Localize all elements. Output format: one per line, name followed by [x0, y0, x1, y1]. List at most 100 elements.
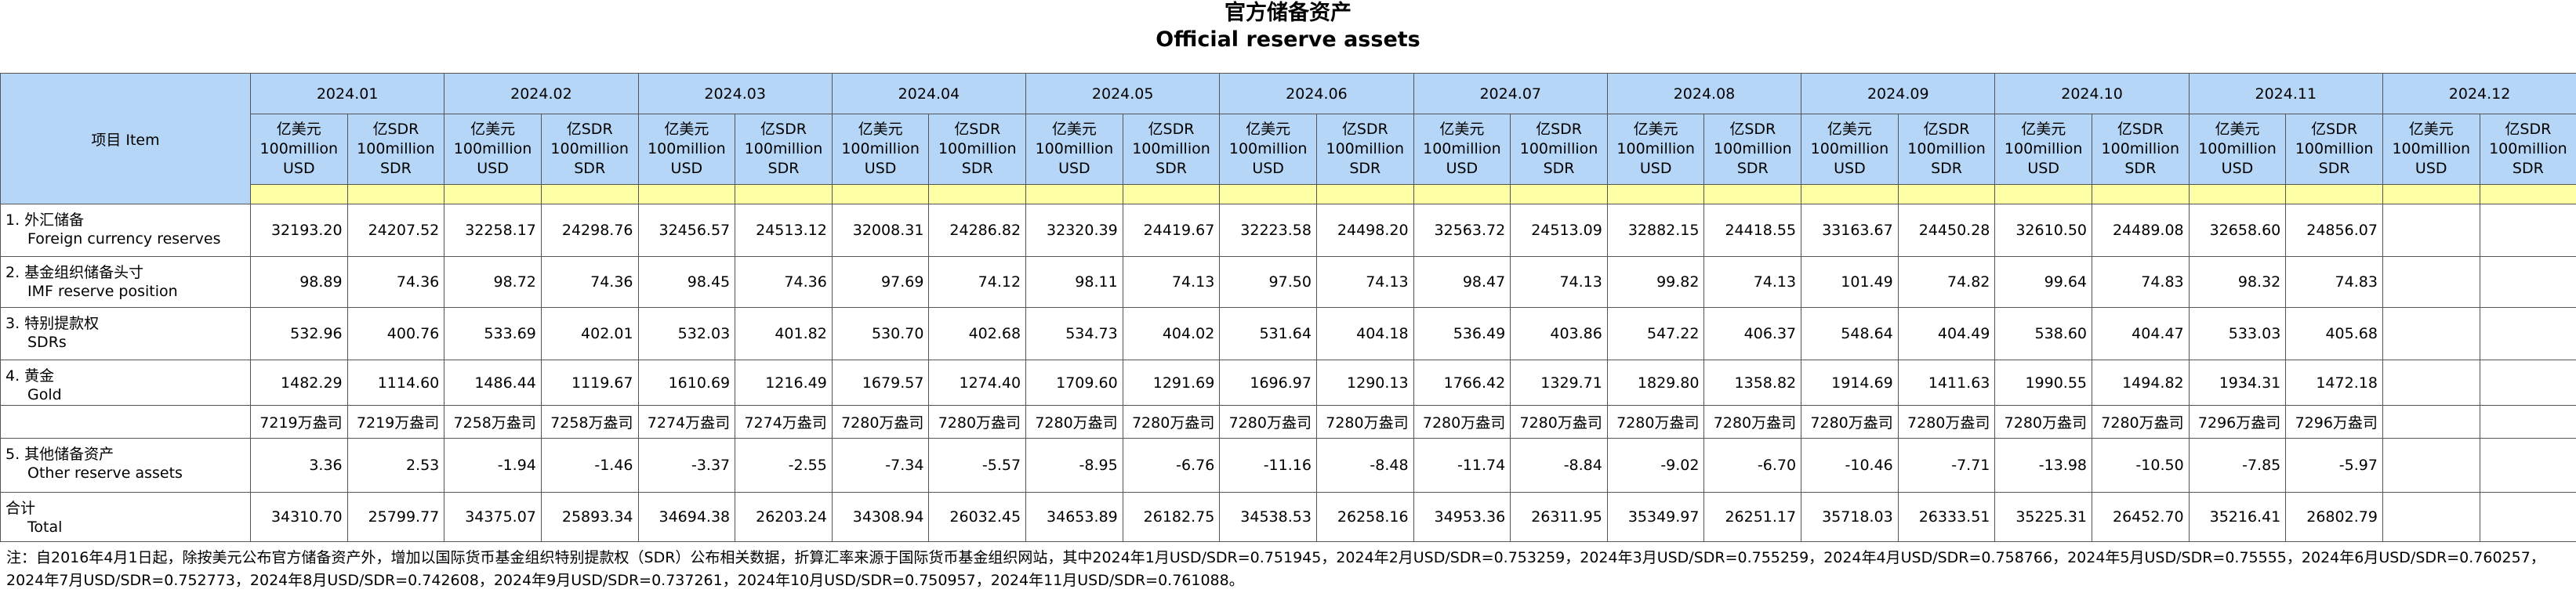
unit-line: 亿SDR: [1148, 121, 1195, 138]
value-cell: 1216.49: [735, 360, 833, 406]
unit-line: SDR: [767, 160, 800, 177]
value-cell: 7280万盎司: [1315, 405, 1414, 439]
spacer-cell: [1413, 184, 1511, 204]
unit-line: 100million: [2295, 140, 2374, 157]
value-cell: 26251.17: [1703, 492, 1802, 542]
value-cell: 97.50: [1219, 256, 1317, 308]
value-cell: 98.32: [2188, 256, 2287, 308]
value-cell: [2382, 360, 2480, 406]
value-cell: [2479, 438, 2576, 493]
unit-line: 亿SDR: [1729, 121, 1776, 138]
unit-line: SDR: [1156, 160, 1187, 177]
unit-line: USD: [283, 160, 315, 177]
value-cell: 98.45: [637, 256, 736, 308]
unit-line: SDR: [1931, 160, 1963, 177]
unit-header: 亿SDR 100million SDR: [1510, 114, 1608, 185]
spacer-row: [1, 184, 2576, 204]
value-cell: 403.86: [1510, 307, 1608, 360]
value-cell: 7258万盎司: [444, 405, 542, 439]
unit-line: 亿美元: [2021, 121, 2066, 138]
row-label: 2. 基金组织储备头寸 IMF reserve position: [0, 256, 251, 308]
value-cell: 74.83: [2092, 256, 2190, 308]
unit-line: 亿SDR: [760, 121, 807, 138]
value-cell: 35349.97: [1606, 492, 1705, 542]
unit-header: 亿美元 100million USD: [1801, 114, 1899, 185]
value-cell: [2479, 204, 2576, 257]
spacer-cell: [637, 184, 736, 204]
value-cell: -7.71: [1897, 438, 1996, 493]
value-cell: 32193.20: [250, 204, 348, 257]
unit-line: 亿美元: [2408, 121, 2454, 138]
value-cell: 1709.60: [1025, 360, 1123, 406]
unit-header: 亿美元 100million USD: [1413, 114, 1511, 185]
value-cell: 74.36: [540, 256, 639, 308]
unit-line: SDR: [2124, 160, 2157, 177]
value-cell: 1934.31: [2188, 360, 2287, 406]
value-cell: 7280万盎司: [1897, 405, 1996, 439]
unit-header: 亿SDR 100million SDR: [2092, 114, 2190, 185]
value-cell: -5.57: [928, 438, 1027, 493]
unit-line: 100million: [1132, 140, 1210, 157]
unit-line: USD: [1058, 160, 1090, 177]
value-cell: 7274万盎司: [637, 405, 736, 439]
unit-header: 亿SDR 100million SDR: [540, 114, 639, 185]
unit-line: 100million: [2004, 140, 2083, 157]
value-cell: 7274万盎司: [735, 405, 833, 439]
value-cell: 532.96: [250, 307, 348, 360]
value-cell: -8.95: [1025, 438, 1123, 493]
unit-line: 100million: [453, 140, 532, 157]
value-cell: 1274.40: [928, 360, 1027, 406]
unit-line: 亿美元: [1439, 121, 1485, 138]
unit-line: 100million: [1907, 140, 1986, 157]
label-cn: 3. 特别提款权: [5, 315, 100, 332]
value-cell: 24450.28: [1897, 204, 1996, 257]
unit-line: 亿美元: [1633, 121, 1678, 138]
value-cell: 7280万盎司: [1703, 405, 1802, 439]
value-cell: 74.13: [1703, 256, 1802, 308]
value-cell: 97.69: [831, 256, 930, 308]
unit-line: 亿SDR: [2117, 121, 2164, 138]
unit-line: USD: [1446, 160, 1478, 177]
spacer-cell: [2382, 184, 2480, 204]
value-cell: 98.47: [1413, 256, 1511, 308]
value-cell: 7280万盎司: [831, 405, 930, 439]
value-cell: 536.49: [1413, 307, 1511, 360]
value-cell: 26452.70: [2092, 492, 2190, 542]
value-cell: 400.76: [346, 307, 445, 360]
unit-line: 亿SDR: [2505, 121, 2552, 138]
value-cell: 7280万盎司: [1122, 405, 1221, 439]
unit-line: USD: [1252, 160, 1284, 177]
label-en: Foreign currency reserves: [27, 230, 221, 248]
unit-line: 100million: [744, 140, 823, 157]
value-cell: -13.98: [1994, 438, 2093, 493]
reserve-table: 项目 Item 2024.01 2024.02 2024.03 2024.04 2024.…: [0, 73, 2576, 542]
value-cell: 24856.07: [2285, 204, 2383, 257]
value-cell: [2382, 405, 2480, 439]
value-cell: [2382, 438, 2480, 493]
value-cell: -11.74: [1413, 438, 1511, 493]
label-cn: 2. 基金组织储备头寸: [5, 264, 144, 281]
spacer-cell: [1315, 184, 1414, 204]
unit-line: USD: [670, 160, 703, 177]
label-cn: 5. 其他储备资产: [5, 446, 114, 463]
unit-line: 亿美元: [1246, 121, 1291, 138]
value-cell: [2479, 307, 2576, 360]
value-cell: 24298.76: [540, 204, 639, 257]
item-header: 项目 Item: [0, 73, 251, 204]
value-cell: 1914.69: [1801, 360, 1899, 406]
value-cell: 26333.51: [1897, 492, 1996, 542]
value-cell: 7280万盎司: [1219, 405, 1317, 439]
value-cell: 404.49: [1897, 307, 1996, 360]
value-cell: 34310.70: [250, 492, 348, 542]
value-cell: 530.70: [831, 307, 930, 360]
spacer-cell: [1801, 184, 1899, 204]
value-cell: 404.47: [2092, 307, 2190, 360]
month-header: 2024.07: [1413, 73, 1608, 114]
month-header: 2024.09: [1801, 73, 1996, 114]
value-cell: 7296万盎司: [2188, 405, 2287, 439]
unit-header: 亿美元 100million USD: [250, 114, 348, 185]
unit-line: 亿SDR: [566, 121, 613, 138]
label-en: Total: [27, 519, 63, 536]
value-cell: 32882.15: [1606, 204, 1705, 257]
value-cell: 402.01: [540, 307, 639, 360]
